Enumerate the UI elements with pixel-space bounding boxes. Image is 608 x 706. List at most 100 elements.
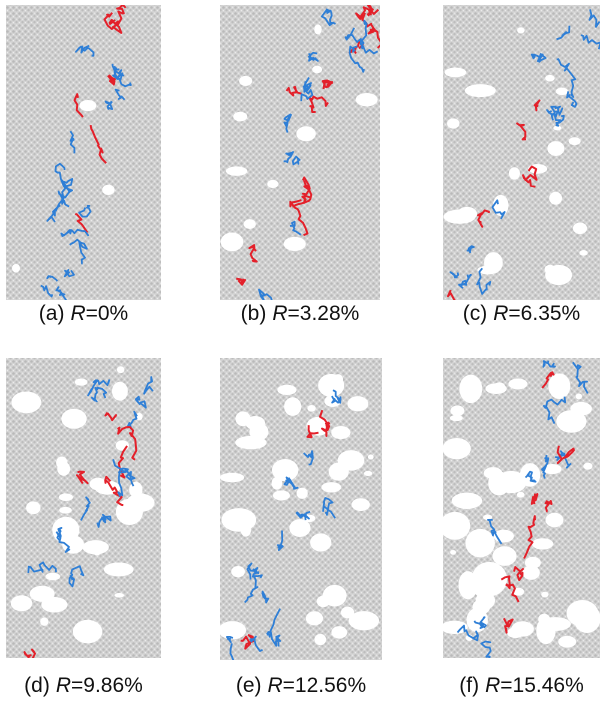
crack <box>331 389 342 404</box>
void <box>553 125 562 131</box>
void <box>82 540 109 555</box>
crack <box>302 77 312 93</box>
crack <box>104 475 124 507</box>
caption-label: (f) <box>459 674 479 697</box>
panel-image <box>443 358 600 658</box>
void <box>231 565 245 578</box>
void <box>271 476 283 490</box>
crack <box>55 527 71 553</box>
crack <box>487 518 503 545</box>
crack <box>307 51 319 62</box>
crack <box>261 590 270 604</box>
void <box>450 549 457 555</box>
caption-symbol: R <box>268 674 283 697</box>
void <box>114 593 125 598</box>
crack <box>46 275 59 282</box>
crack <box>249 635 263 652</box>
void <box>72 619 103 644</box>
void <box>555 87 568 96</box>
void <box>111 381 128 401</box>
crack <box>477 209 490 228</box>
crack <box>87 379 111 397</box>
void <box>277 384 297 395</box>
void <box>471 561 508 597</box>
crack <box>344 27 364 50</box>
panel-image <box>6 358 161 658</box>
crack <box>289 220 302 236</box>
panel-image <box>220 5 380 300</box>
crack <box>246 562 260 580</box>
void <box>493 382 506 391</box>
specimen <box>6 5 161 300</box>
void <box>225 166 248 176</box>
caption-value: =9.86% <box>71 674 143 697</box>
void <box>545 74 555 82</box>
crack <box>542 396 567 424</box>
crack <box>456 624 479 642</box>
caption: (b) R=3.28% <box>241 302 360 325</box>
void <box>337 450 365 471</box>
caption-value: =6.35% <box>508 302 580 325</box>
panel: (a) R=0% <box>6 5 161 325</box>
crack <box>108 5 127 26</box>
void <box>548 373 571 399</box>
crack <box>554 450 572 469</box>
crack <box>117 467 129 498</box>
void <box>542 463 562 475</box>
crack <box>476 267 492 295</box>
crack <box>283 476 299 490</box>
void <box>220 472 245 483</box>
crack <box>240 634 255 650</box>
void <box>220 621 247 640</box>
caption: (c) R=6.35% <box>463 302 580 325</box>
void <box>449 414 463 422</box>
void <box>517 27 525 34</box>
caption-label: (c) <box>463 302 488 325</box>
crack <box>300 84 314 102</box>
crack <box>76 470 89 485</box>
crack <box>23 648 36 658</box>
crack <box>523 515 536 559</box>
void <box>459 374 483 404</box>
void <box>556 410 587 433</box>
void <box>545 264 573 286</box>
caption-value: =0% <box>86 302 129 325</box>
void <box>444 439 462 451</box>
crack <box>117 445 128 479</box>
void <box>363 470 373 477</box>
crack <box>276 530 284 551</box>
crack <box>27 561 57 574</box>
crack <box>117 426 138 461</box>
void <box>116 366 125 374</box>
crack <box>533 99 541 112</box>
crack <box>40 284 54 298</box>
void <box>115 440 129 451</box>
crack <box>322 501 329 516</box>
void <box>220 232 244 252</box>
void <box>545 512 564 528</box>
void <box>355 92 378 107</box>
void <box>58 493 74 502</box>
void <box>227 509 249 532</box>
crack <box>54 162 67 190</box>
void <box>464 84 496 98</box>
crack <box>522 165 538 188</box>
void <box>483 514 493 520</box>
void <box>56 456 68 469</box>
panel-image <box>220 358 382 660</box>
void <box>538 617 571 632</box>
crack <box>530 493 539 505</box>
void <box>29 585 55 602</box>
void <box>516 491 525 498</box>
crack <box>541 371 555 389</box>
void <box>289 519 311 537</box>
crack <box>63 269 75 278</box>
void <box>570 401 592 416</box>
crack <box>303 450 314 466</box>
void <box>347 396 369 412</box>
caption-symbol: R <box>485 674 500 697</box>
crack <box>104 411 117 422</box>
crack <box>96 513 112 528</box>
crack <box>69 238 88 265</box>
